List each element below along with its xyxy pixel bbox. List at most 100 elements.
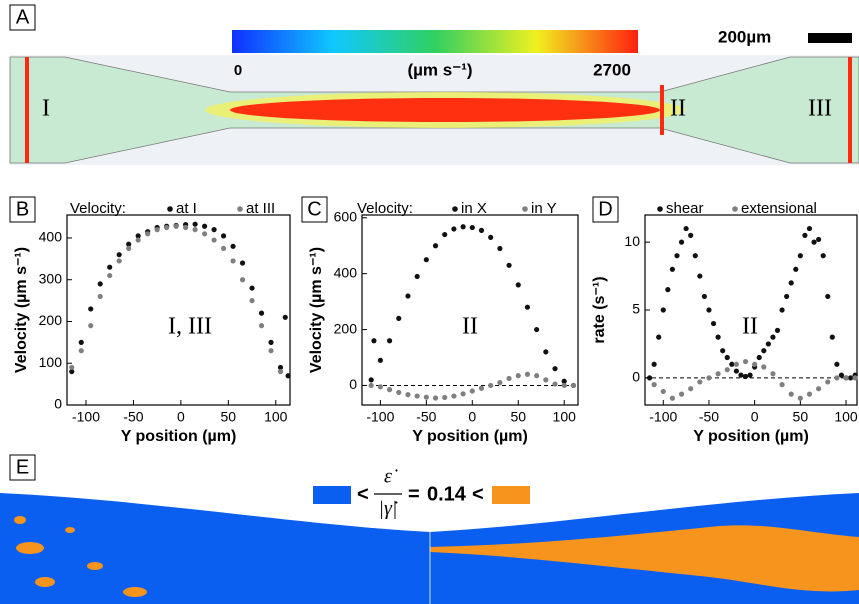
data-point [725, 355, 730, 360]
data-point [479, 228, 484, 233]
data-point [688, 386, 693, 391]
data-point [230, 258, 235, 263]
x-tick-label: -50 [416, 409, 436, 425]
annotation: II [462, 314, 478, 340]
data-point [647, 375, 652, 380]
data-point [816, 386, 821, 391]
data-point [98, 294, 103, 299]
data-point [729, 362, 734, 367]
panel-label: B [16, 198, 29, 220]
data-point [442, 395, 447, 400]
data-point [665, 287, 670, 292]
data-point [821, 253, 826, 258]
x-axis-label: Y position (µm) [412, 428, 528, 445]
data-point [107, 265, 112, 270]
data-point [79, 340, 84, 345]
data-point [552, 366, 557, 371]
data-point [652, 362, 657, 367]
formula-value: 0.14 [427, 483, 467, 505]
data-point [387, 338, 392, 343]
data-point [798, 253, 803, 258]
data-point [268, 348, 273, 353]
data-point [470, 225, 475, 230]
data-point [775, 328, 780, 333]
data-point [670, 267, 675, 272]
scale-bar [808, 33, 852, 43]
data-point [240, 277, 245, 282]
data-point [221, 246, 226, 251]
data-point [674, 253, 679, 258]
formula-denominator: |γ̇| [379, 498, 398, 520]
data-point [720, 348, 725, 353]
data-point [738, 373, 743, 378]
formula-lt: < [357, 483, 369, 505]
data-point [770, 371, 775, 376]
data-point [164, 225, 169, 230]
data-point [88, 323, 93, 328]
data-point [743, 359, 748, 364]
x-tick-label: 0 [177, 409, 185, 425]
data-point [525, 305, 530, 310]
region-label: III [808, 96, 832, 122]
data-point [202, 231, 207, 236]
data-point [702, 294, 707, 299]
data-point [516, 373, 521, 378]
data-point [107, 273, 112, 278]
legend-swatch [313, 486, 351, 504]
data-point [155, 227, 160, 232]
x-axis-label: Y position (µm) [121, 428, 237, 445]
x-tick-label: 0 [751, 409, 759, 425]
data-point [249, 298, 254, 303]
data-point [369, 377, 374, 382]
data-point [117, 252, 122, 257]
data-point [516, 282, 521, 287]
data-point [716, 335, 721, 340]
data-point [807, 392, 812, 397]
y-tick-label: 5 [632, 301, 640, 317]
data-point [461, 391, 466, 396]
data-point [534, 327, 539, 332]
data-point [240, 260, 245, 265]
x-tick-label: -100 [366, 409, 394, 425]
data-point [652, 382, 657, 387]
data-point [117, 258, 122, 263]
data-point [415, 274, 420, 279]
formula-gt: < [472, 483, 484, 505]
data-point [433, 395, 438, 400]
data-point [552, 381, 557, 386]
x-tick-label: -100 [72, 409, 100, 425]
data-point [286, 373, 291, 378]
data-point [834, 375, 839, 380]
region-label: II [670, 96, 686, 122]
legend-marker [167, 206, 173, 212]
data-point [497, 246, 502, 251]
legend-marker [732, 206, 738, 212]
data-point [747, 373, 752, 378]
legend-swatch [492, 486, 530, 504]
data-point [249, 285, 254, 290]
data-point [562, 383, 567, 388]
data-point [761, 348, 766, 353]
data-point [451, 393, 456, 398]
region-label: I [42, 96, 50, 122]
data-point [488, 235, 493, 240]
data-point [834, 362, 839, 367]
data-point [221, 233, 226, 238]
y-tick-label: 0 [632, 369, 640, 385]
y-tick-label: 0 [349, 376, 357, 392]
data-point [211, 227, 216, 232]
plot-frame [362, 215, 578, 405]
data-point [825, 294, 830, 299]
panel-label: A [16, 6, 30, 28]
data-point [752, 362, 757, 367]
x-axis-label: Y position (µm) [693, 428, 809, 445]
data-point [470, 388, 475, 393]
data-point [770, 335, 775, 340]
data-point [136, 237, 141, 242]
plot-frame [67, 215, 290, 405]
y-tick-label: 600 [334, 208, 358, 224]
data-point [761, 364, 766, 369]
data-point [779, 307, 784, 312]
data-point [278, 369, 283, 374]
data-point [807, 226, 812, 231]
